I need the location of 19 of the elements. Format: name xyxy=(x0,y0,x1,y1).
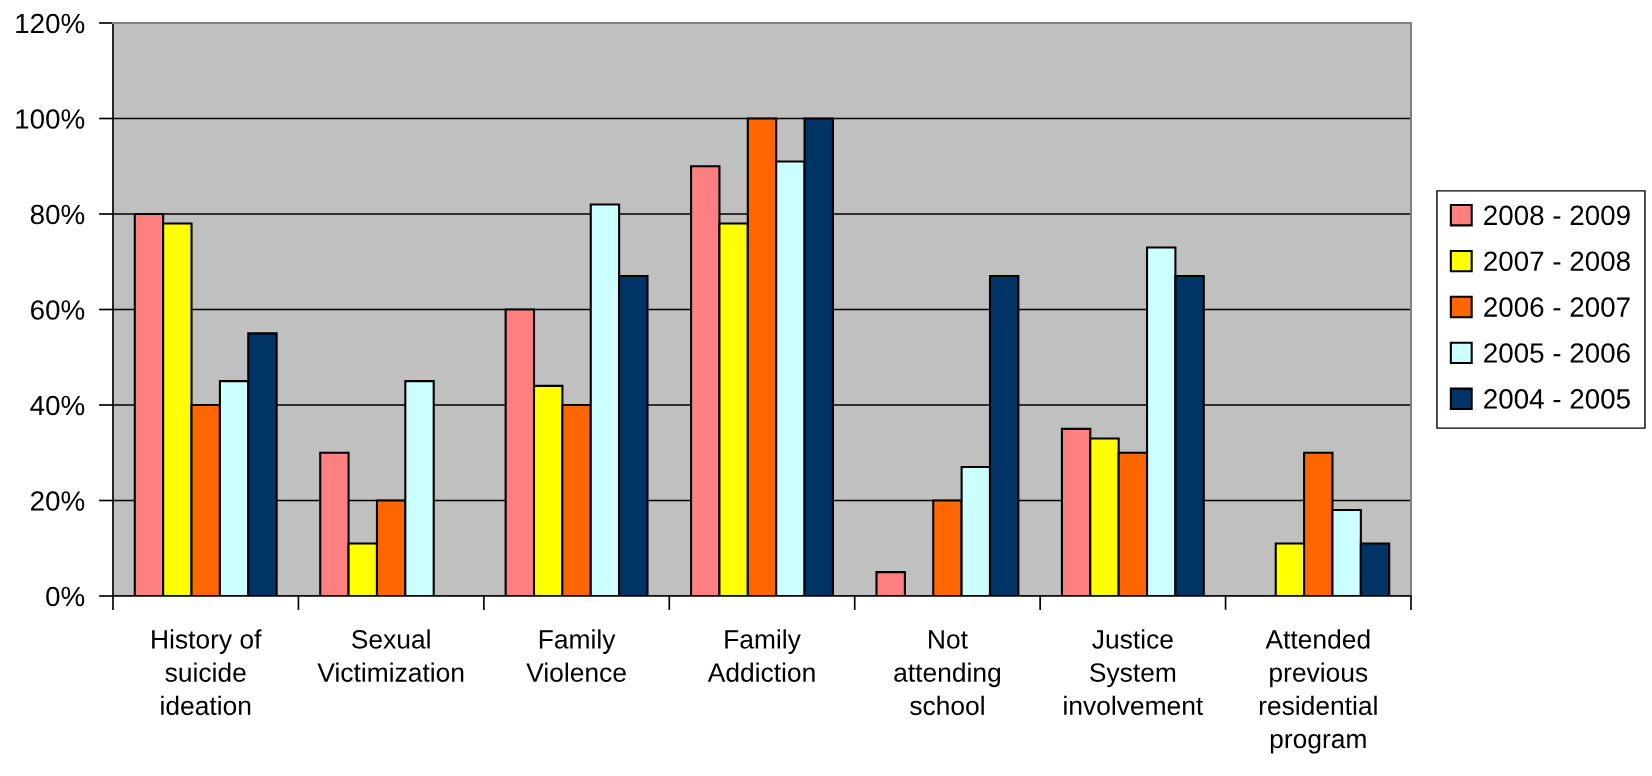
y-tick-label: 40% xyxy=(30,395,85,416)
legend-label: 2008 - 2009 xyxy=(1484,205,1630,226)
x-tick-label: Justice System involvement xyxy=(1064,629,1204,716)
y-tick-label: 20% xyxy=(31,491,85,511)
x-tick-label: Sexual Victimization xyxy=(317,629,464,682)
legend-label: 2006 - 2007 xyxy=(1484,297,1630,317)
x-tick-label: Family Addiction xyxy=(707,629,815,682)
y-tick-label: 0% xyxy=(46,586,85,607)
y-tick-label: 80% xyxy=(30,204,85,225)
y-tick-label: 100% xyxy=(16,109,85,129)
x-tick-label: History of suicide ideation xyxy=(152,629,262,716)
y-tick-label: 120% xyxy=(16,13,85,34)
x-tick-label: Family Violence xyxy=(526,629,626,682)
legend-label: 2007 - 2008 xyxy=(1484,251,1630,272)
y-tick-label: 60% xyxy=(31,300,85,320)
legend-label: 2005 - 2006 xyxy=(1484,343,1630,363)
x-tick-label: Attended previous residential program xyxy=(1259,629,1377,754)
legend-label: 2004 - 2005 xyxy=(1484,389,1630,409)
x-tick-label: Not attending school xyxy=(894,630,1001,716)
